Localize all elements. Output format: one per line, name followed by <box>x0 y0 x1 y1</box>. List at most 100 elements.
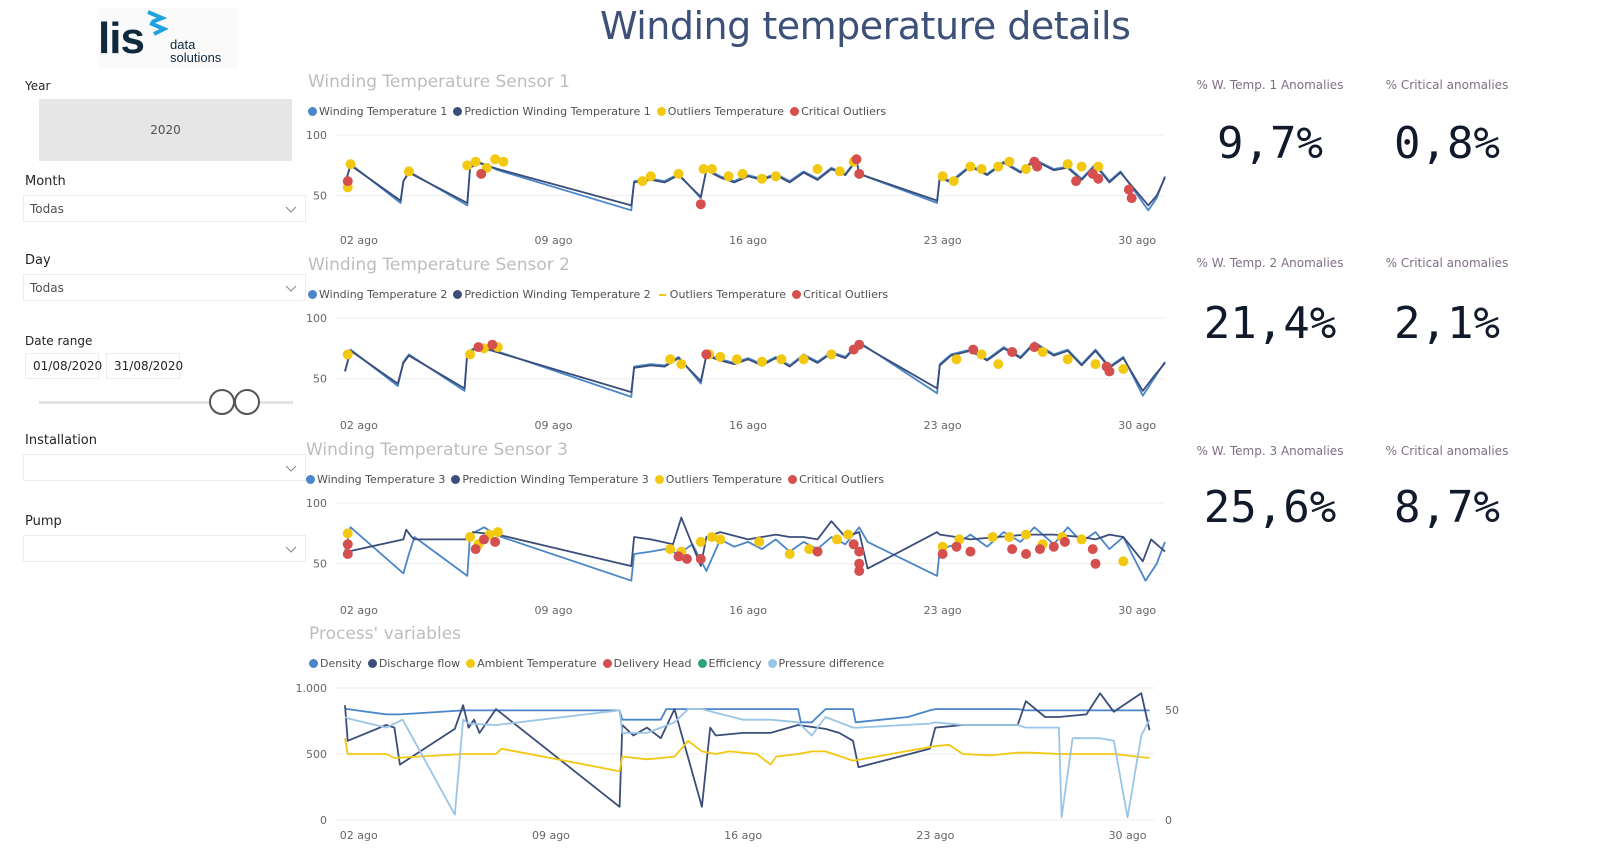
legend-item-critical-outliers[interactable]: Critical Outliers <box>788 473 884 486</box>
critical-outlier-point[interactable] <box>1034 544 1045 555</box>
outlier-point[interactable] <box>948 176 959 187</box>
outlier-point[interactable] <box>976 164 987 174</box>
legend-item-prediction-winding-temperature-1[interactable]: Prediction Winding Temperature 1 <box>453 105 651 118</box>
critical-outlier-point[interactable] <box>951 541 962 552</box>
year-tile-2020[interactable]: 2020 <box>39 99 292 161</box>
installation-dropdown[interactable] <box>23 454 306 481</box>
outlier-point[interactable] <box>723 171 734 182</box>
critical-outlier-point[interactable] <box>854 566 865 576</box>
outlier-point[interactable] <box>345 159 356 170</box>
outlier-point[interactable] <box>1090 359 1101 370</box>
legend-item-winding-temperature-2[interactable]: Winding Temperature 2 <box>308 288 447 301</box>
outlier-point[interactable] <box>465 349 476 360</box>
critical-outlier-point[interactable] <box>1071 176 1082 187</box>
outlier-point[interactable] <box>1093 161 1104 172</box>
legend-item-winding-temperature-3[interactable]: Winding Temperature 3 <box>306 473 445 486</box>
critical-outlier-point[interactable] <box>473 342 484 353</box>
series-line-pressure-difference[interactable] <box>344 708 1151 819</box>
outlier-point[interactable] <box>937 541 948 552</box>
legend-item-discharge-flow[interactable]: Discharge flow <box>367 657 460 670</box>
date-range-start-input[interactable]: 01/08/2020 <box>25 353 102 379</box>
outlier-point[interactable] <box>462 160 473 171</box>
outlier-point[interactable] <box>756 356 767 367</box>
legend-item-outliers-temperature[interactable]: Outliers Temperature <box>654 473 782 486</box>
critical-outlier-point[interactable] <box>812 546 823 557</box>
legend-item-critical-outliers[interactable]: Critical Outliers <box>792 288 888 301</box>
critical-outlier-point[interactable] <box>681 553 692 564</box>
outlier-point[interactable] <box>826 349 837 360</box>
outlier-point[interactable] <box>673 168 684 179</box>
critical-outlier-point[interactable] <box>854 558 865 569</box>
outlier-point[interactable] <box>1021 529 1032 540</box>
date-range-start-handle[interactable] <box>208 389 235 415</box>
outlier-point[interactable] <box>1004 532 1015 542</box>
critical-outlier-point[interactable] <box>342 176 353 187</box>
outlier-point[interactable] <box>784 549 795 559</box>
legend-item-winding-temperature-1[interactable]: Winding Temperature 1 <box>308 105 447 118</box>
series-line-discharge-flow[interactable] <box>344 692 1151 808</box>
critical-outlier-point[interactable] <box>1123 184 1134 195</box>
outlier-point[interactable] <box>770 171 781 182</box>
critical-outlier-point[interactable] <box>1032 161 1043 172</box>
outlier-point[interactable] <box>715 534 726 545</box>
outlier-point[interactable] <box>706 532 717 542</box>
critical-outlier-point[interactable] <box>695 199 706 210</box>
legend-item-ambient-temperature[interactable]: Ambient Temperature <box>466 657 597 670</box>
outlier-point[interactable] <box>637 176 648 187</box>
legend-item-outliers-temperature[interactable]: Outliers Temperature <box>657 288 786 301</box>
critical-outlier-point[interactable] <box>342 549 353 559</box>
date-range-slider-track[interactable] <box>39 401 293 404</box>
outlier-point[interactable] <box>1062 354 1073 365</box>
outlier-point[interactable] <box>676 359 687 370</box>
series-line-ambient-temperature[interactable] <box>344 738 1150 773</box>
outlier-point[interactable] <box>976 349 987 360</box>
outlier-point[interactable] <box>993 161 1004 172</box>
outlier-point[interactable] <box>798 354 809 365</box>
critical-outlier-point[interactable] <box>1021 549 1032 559</box>
outlier-point[interactable] <box>665 544 676 555</box>
critical-outlier-point[interactable] <box>1029 342 1040 353</box>
critical-outlier-point[interactable] <box>965 546 976 557</box>
outlier-point[interactable] <box>665 354 676 365</box>
critical-outlier-point[interactable] <box>476 168 487 179</box>
outlier-point[interactable] <box>965 161 976 172</box>
outlier-point[interactable] <box>993 359 1004 370</box>
legend-item-pressure-difference[interactable]: Pressure difference <box>767 657 884 670</box>
outlier-point[interactable] <box>951 354 962 365</box>
outlier-point[interactable] <box>695 536 706 547</box>
critical-outlier-point[interactable] <box>1007 347 1018 357</box>
outlier-point[interactable] <box>1118 364 1129 374</box>
critical-outlier-point[interactable] <box>1104 366 1115 377</box>
outlier-point[interactable] <box>843 529 854 540</box>
outlier-point[interactable] <box>1021 164 1032 174</box>
critical-outlier-point[interactable] <box>470 544 481 555</box>
outlier-point[interactable] <box>492 527 503 538</box>
critical-outlier-point[interactable] <box>1048 541 1059 552</box>
outlier-point[interactable] <box>1004 156 1015 167</box>
day-dropdown[interactable]: Todas <box>23 274 306 301</box>
outlier-point[interactable] <box>470 156 481 167</box>
critical-outlier-point[interactable] <box>937 549 948 559</box>
critical-outlier-point[interactable] <box>478 534 489 545</box>
outlier-point[interactable] <box>1076 161 1087 172</box>
date-range-end-handle[interactable] <box>234 389 261 415</box>
pump-dropdown[interactable] <box>23 535 306 562</box>
outlier-point[interactable] <box>645 171 656 182</box>
outlier-point[interactable] <box>498 156 509 167</box>
outlier-point[interactable] <box>987 532 998 542</box>
critical-outlier-point[interactable] <box>854 168 865 179</box>
outlier-point[interactable] <box>834 166 845 177</box>
critical-outlier-point[interactable] <box>1007 544 1018 555</box>
outlier-point[interactable] <box>1118 556 1129 567</box>
outlier-point[interactable] <box>756 173 767 184</box>
legend-item-delivery-head[interactable]: Delivery Head <box>602 657 692 670</box>
critical-outlier-point[interactable] <box>673 551 684 562</box>
legend-item-outliers-temperature[interactable]: Outliers Temperature <box>656 105 784 118</box>
critical-outlier-point[interactable] <box>342 539 353 550</box>
legend-item-prediction-winding-temperature-3[interactable]: Prediction Winding Temperature 3 <box>451 473 649 486</box>
legend-item-efficiency[interactable]: Efficiency <box>697 657 762 670</box>
outlier-point[interactable] <box>403 166 414 177</box>
outlier-point[interactable] <box>715 351 726 362</box>
outlier-point[interactable] <box>698 164 709 174</box>
outlier-point[interactable] <box>706 164 717 174</box>
